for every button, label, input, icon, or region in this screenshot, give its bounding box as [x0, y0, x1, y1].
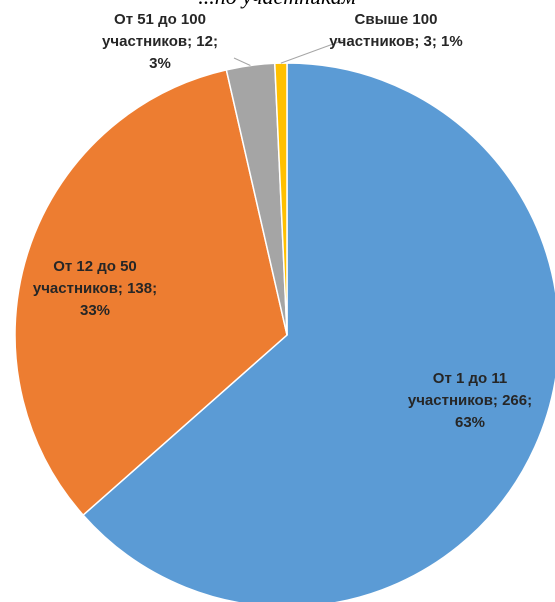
data-label-2-line-2: участников; 138; [33, 280, 157, 297]
data-label-1: От 1 до 11 участников; 266; 63% [408, 370, 532, 431]
pie-slice-2 [14, 68, 288, 517]
data-label-3: От 51 до 100 участников; 12; 3% [102, 11, 218, 72]
data-label-2-line-1: От 12 до 50 [53, 258, 137, 275]
data-label-3-line-1: От 51 до 100 [114, 11, 206, 28]
data-labels: От 1 до 11 участников; 266; 63% От 12 до 50… [33, 11, 532, 431]
leader-line-4 [280, 39, 345, 64]
data-label-4: Свыше 100 участников; 3; 1% [329, 11, 462, 50]
chart-title-fragment: ...по участникам [198, 0, 356, 9]
leader-line-3 [233, 57, 251, 66]
pie-slices [14, 62, 555, 602]
data-label-1-line-2: участников; 266; [408, 392, 532, 409]
data-label-4-line-2: участников; 3; 1% [329, 33, 462, 50]
pie-slice-4 [273, 62, 288, 336]
pie-slice-1 [82, 62, 555, 602]
data-label-1-line-1: От 1 до 11 [433, 370, 507, 387]
data-label-4-line-1: Свыше 100 [355, 11, 438, 28]
data-label-3-line-2: участников; 12; [102, 33, 218, 50]
data-label-1-line-3: 63% [455, 414, 485, 431]
data-label-2-line-3: 33% [80, 302, 110, 319]
label-leader-lines [233, 39, 345, 66]
data-label-2: От 12 до 50 участников; 138; 33% [33, 258, 157, 319]
data-label-3-line-3: 3% [149, 55, 171, 72]
